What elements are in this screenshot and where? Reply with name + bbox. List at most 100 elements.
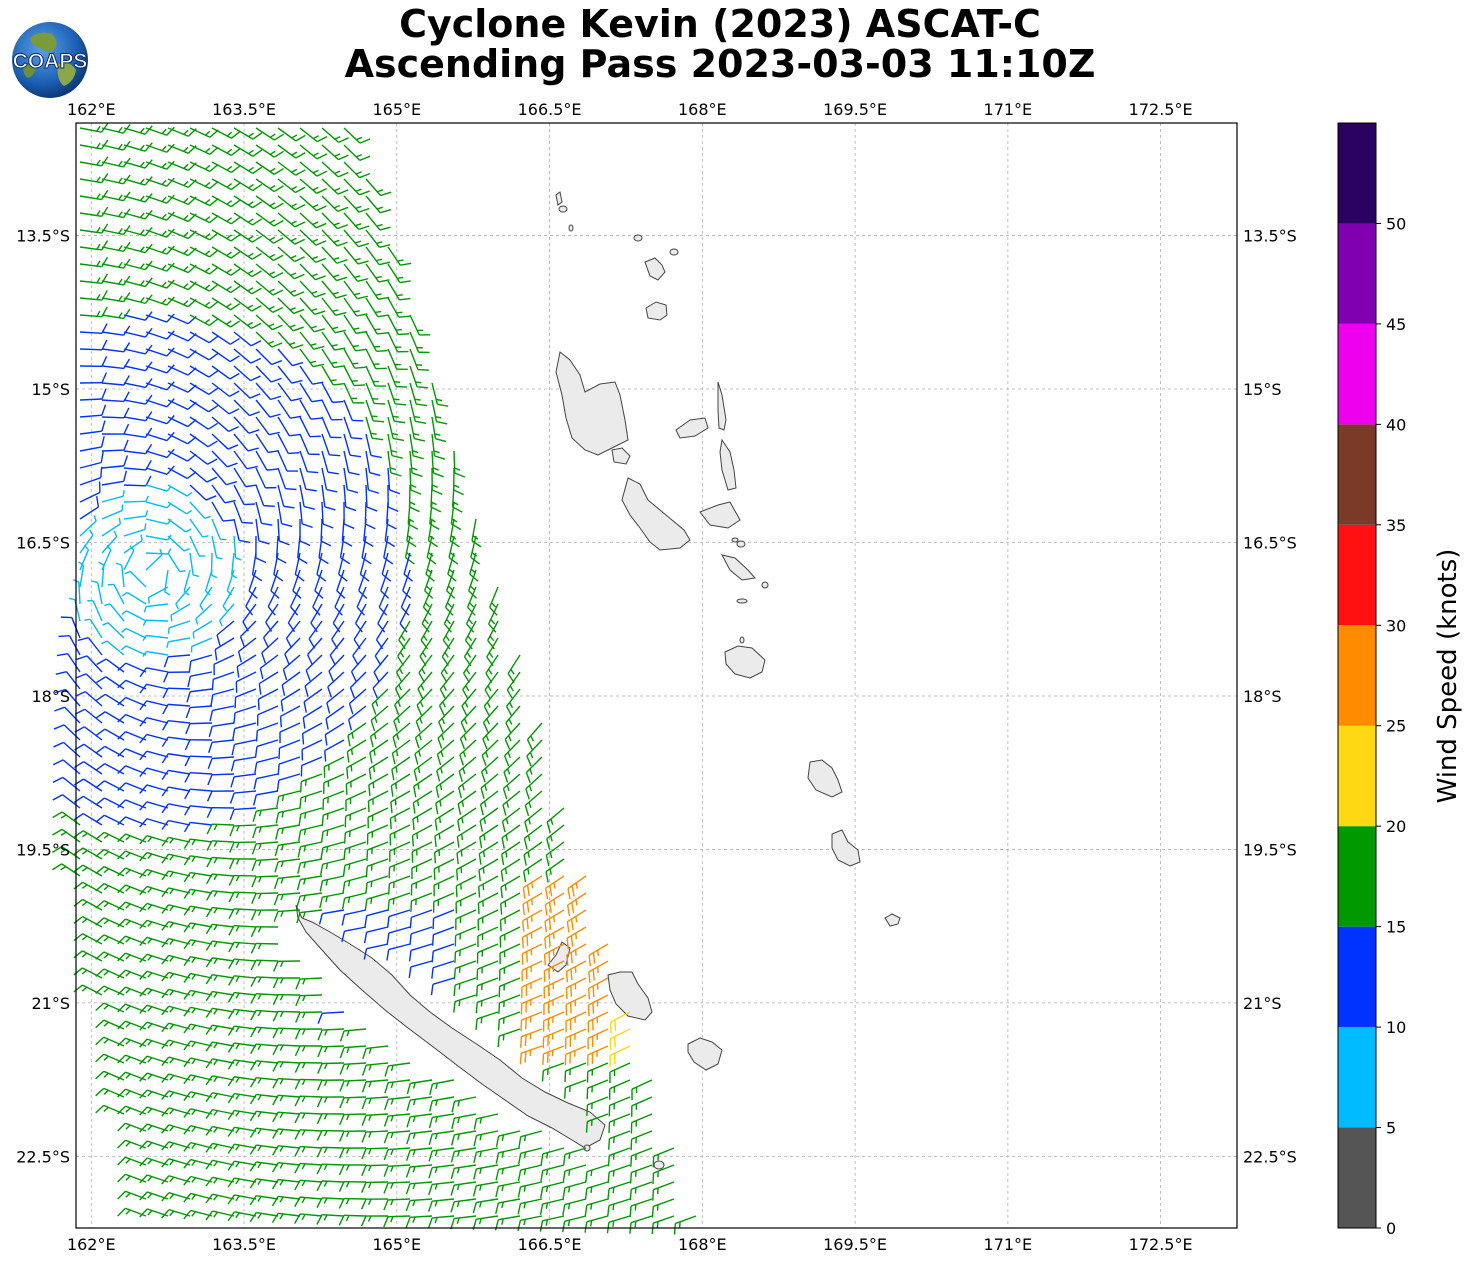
wind-barb-flag bbox=[95, 831, 105, 840]
wind-barb-flag bbox=[239, 636, 246, 648]
wind-barb-flag bbox=[268, 431, 280, 436]
wind-barb bbox=[344, 892, 367, 899]
wind-barb bbox=[520, 1198, 543, 1205]
wind-barb bbox=[407, 501, 411, 524]
wind-barb-flag bbox=[237, 651, 242, 663]
wind-barb-half-flag bbox=[491, 602, 497, 608]
wind-barb-flag bbox=[206, 823, 213, 835]
wind-barb bbox=[308, 620, 323, 640]
wind-barb-half-flag bbox=[390, 1065, 394, 1072]
wind-barb bbox=[167, 246, 189, 257]
colorbar-bin bbox=[1338, 625, 1376, 726]
wind-barb-flag bbox=[73, 984, 83, 993]
wind-barb-half-flag bbox=[280, 910, 284, 917]
wind-barb bbox=[390, 790, 411, 803]
wind-barb-flag bbox=[499, 920, 502, 932]
wind-barb-flag bbox=[205, 495, 217, 501]
wind-barb-flag bbox=[139, 784, 148, 794]
wind-barb bbox=[104, 763, 125, 775]
wind-barb-flag bbox=[161, 870, 170, 881]
wind-barb bbox=[211, 297, 231, 311]
wind-barb-half-flag bbox=[372, 782, 375, 789]
wind-barb bbox=[458, 773, 477, 789]
wind-barb-half-flag bbox=[147, 1040, 153, 1046]
wind-barb bbox=[101, 297, 124, 303]
wind-barb bbox=[525, 773, 543, 790]
wind-barb bbox=[168, 786, 191, 792]
wind-barb bbox=[190, 955, 213, 962]
wind-barb-flag bbox=[477, 903, 480, 915]
wind-barb bbox=[542, 1215, 565, 1222]
wind-barb-half-flag bbox=[390, 1098, 394, 1105]
wind-barb-half-flag bbox=[139, 263, 145, 269]
wind-barb-half-flag bbox=[368, 1081, 372, 1088]
wind-barb-flag bbox=[161, 736, 169, 747]
wind-barb-flag bbox=[269, 413, 281, 418]
wind-barb-flag bbox=[453, 984, 456, 997]
wind-barb-half-flag bbox=[434, 1200, 438, 1207]
wind-barb-half-flag bbox=[257, 1077, 262, 1084]
wind-barb-flag bbox=[139, 767, 148, 777]
wind-barb-flag bbox=[73, 881, 84, 890]
wind-barb bbox=[344, 841, 367, 850]
wind-barb bbox=[564, 1164, 587, 1172]
wind-barb-half-flag bbox=[488, 652, 494, 658]
wind-barb-half-flag bbox=[257, 1196, 262, 1202]
wind-barb-half-flag bbox=[324, 1029, 328, 1036]
wind-barb-half-flag bbox=[125, 869, 131, 875]
wind-barb-half-flag bbox=[398, 684, 402, 691]
wind-barb bbox=[322, 824, 345, 833]
wind-barb-flag bbox=[145, 427, 153, 438]
wind-barb bbox=[370, 705, 389, 721]
wind-barb-flag bbox=[95, 745, 106, 754]
wind-barb-flag bbox=[271, 1212, 279, 1224]
wind-barb bbox=[366, 943, 389, 950]
wind-barb-flag bbox=[296, 879, 301, 891]
wind-barb-half-flag bbox=[312, 169, 319, 174]
wind-barb-half-flag bbox=[147, 904, 153, 910]
wind-barb bbox=[255, 501, 263, 524]
wind-barb-half-flag bbox=[346, 1063, 350, 1070]
wind-barb bbox=[170, 603, 191, 616]
wind-barb bbox=[145, 127, 168, 136]
wind-barb bbox=[256, 1060, 279, 1064]
wind-barb bbox=[79, 461, 102, 469]
wind-barb-flag bbox=[358, 242, 370, 248]
wind-barb-half-flag bbox=[103, 1072, 109, 1078]
wind-barb bbox=[299, 501, 303, 524]
wind-barb-flag bbox=[161, 1005, 170, 1016]
wind-barb-flag bbox=[562, 1221, 566, 1233]
wind-barb bbox=[365, 1164, 389, 1167]
wind-barb-flag bbox=[261, 652, 266, 664]
wind-barb-flag bbox=[55, 670, 67, 675]
wind-barb bbox=[103, 900, 125, 911]
wind-barb-half-flag bbox=[269, 184, 276, 190]
wind-barb bbox=[255, 229, 275, 244]
wind-barb-half-flag bbox=[235, 1026, 240, 1033]
wind-barb bbox=[321, 1062, 345, 1065]
wind-barb bbox=[411, 909, 433, 919]
wind-barb bbox=[524, 790, 543, 806]
wind-barb-flag bbox=[570, 918, 574, 931]
wind-barb-flag bbox=[294, 273, 305, 280]
wind-barb-flag bbox=[294, 1062, 301, 1073]
wind-barb bbox=[302, 722, 323, 735]
wind-barb-flag bbox=[345, 506, 357, 512]
wind-barb-flag bbox=[95, 968, 105, 977]
wind-barb-flag bbox=[320, 831, 324, 843]
wind-barb bbox=[322, 807, 345, 816]
wind-barb-flag bbox=[608, 1121, 611, 1134]
wind-barb bbox=[440, 654, 455, 674]
wind-barb-half-flag bbox=[213, 975, 218, 981]
wind-barb-flag bbox=[652, 1189, 655, 1201]
wind-barb-flag bbox=[607, 1188, 610, 1200]
wind-barb-half-flag bbox=[348, 847, 351, 854]
wind-barb bbox=[146, 634, 169, 639]
wind-barb-half-flag bbox=[311, 256, 318, 260]
wind-barb-half-flag bbox=[546, 1152, 549, 1159]
wind-barb bbox=[190, 855, 213, 860]
wind-barb-half-flag bbox=[226, 590, 233, 596]
wind-barb-flag bbox=[253, 778, 258, 790]
wind-barb bbox=[101, 365, 124, 370]
wind-barb-flag bbox=[294, 573, 305, 582]
